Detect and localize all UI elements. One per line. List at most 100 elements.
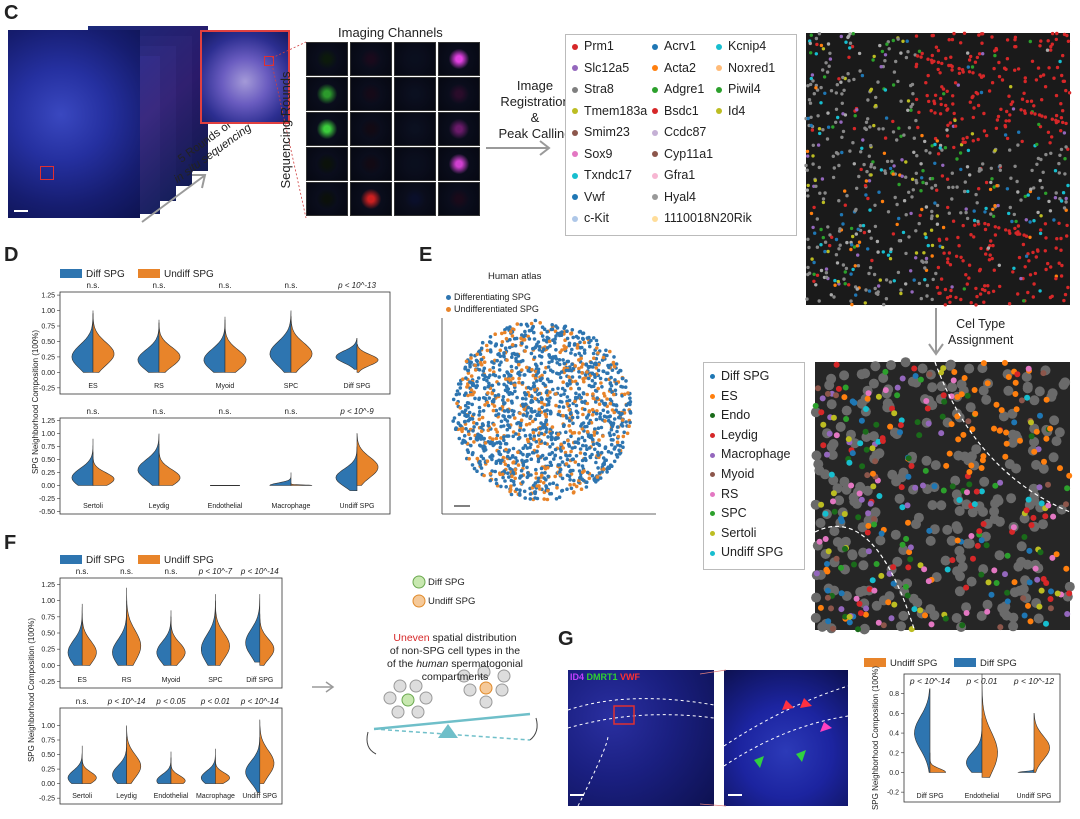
atlas-cell-point xyxy=(543,471,547,475)
atlas-cell-point xyxy=(562,423,566,427)
transcript-spot xyxy=(857,174,861,179)
atlas-cell-point xyxy=(608,463,613,467)
atlas-cell-point xyxy=(623,385,628,389)
violin-diff-half xyxy=(966,718,983,773)
atlas-cell-point xyxy=(509,364,514,369)
nucleus xyxy=(871,600,882,611)
atlas-cell-point xyxy=(561,446,565,450)
cell-dot xyxy=(891,410,898,417)
transcript-spot xyxy=(871,58,875,62)
panel-label-f: F xyxy=(4,532,17,554)
celltype-legend-item: SPC xyxy=(710,506,747,520)
transcript-spot xyxy=(842,88,846,92)
transcript-spot xyxy=(848,41,853,45)
legend-swatch-undiff xyxy=(138,555,160,564)
transcript-spot xyxy=(826,249,830,254)
cell-dot xyxy=(920,482,926,489)
transcript-spot xyxy=(1043,115,1048,119)
transcript-spot xyxy=(951,185,955,189)
atlas-cell-point xyxy=(488,373,492,378)
cell-dot xyxy=(925,420,932,427)
atlas-cell-point xyxy=(481,456,486,461)
transcript-spot xyxy=(1052,218,1056,222)
transcript-spot xyxy=(919,296,923,301)
transcript-spot xyxy=(969,301,973,305)
transcript-spot xyxy=(809,211,814,216)
transcript-spot xyxy=(1028,235,1032,239)
atlas-cell-point xyxy=(577,375,582,379)
transcript-spot xyxy=(812,260,816,265)
transcript-spot xyxy=(1034,255,1038,259)
transcript-spot xyxy=(916,125,920,130)
atlas-cell-point xyxy=(560,400,564,404)
transcript-spot xyxy=(915,54,920,58)
atlas-cell-point xyxy=(506,434,511,438)
transcript-spot xyxy=(1050,135,1054,139)
transcript-spot xyxy=(1061,120,1065,125)
atlas-cell-point xyxy=(488,348,493,352)
transcript-spot xyxy=(825,137,830,141)
atlas-cell-point xyxy=(534,428,538,432)
transcript-spot xyxy=(926,57,930,61)
celltype-color-dot xyxy=(710,433,715,438)
transcript-spot xyxy=(909,108,913,112)
atlas-cell-point xyxy=(504,485,508,489)
transcript-spot xyxy=(872,166,877,170)
transcript-spot xyxy=(1036,210,1040,215)
atlas-cell-point xyxy=(589,360,593,365)
atlas-cell-point xyxy=(574,484,579,489)
atlas-cell-point xyxy=(475,352,479,357)
transcript-spot xyxy=(896,37,900,41)
gene-color-dot xyxy=(652,172,658,179)
transcript-spot xyxy=(969,233,973,237)
atlas-cell-point xyxy=(553,447,558,452)
cell-dot xyxy=(865,390,872,397)
transcript-spot xyxy=(873,286,877,291)
atlas-cell-point xyxy=(608,397,613,402)
atlas-cell-point xyxy=(605,470,609,474)
atlas-cell-point xyxy=(522,489,527,494)
transcript-spot xyxy=(1013,68,1017,72)
nucleus xyxy=(994,550,1005,561)
atlas-cell-point xyxy=(493,469,497,474)
cell-dot xyxy=(889,405,895,412)
transcript-spot xyxy=(819,227,823,232)
gene-color-dot xyxy=(572,108,578,115)
atlas-cell-point xyxy=(594,366,599,370)
transcript-spot xyxy=(930,254,934,258)
atlas-cell-point xyxy=(539,331,544,335)
cell-dot xyxy=(1053,551,1060,558)
atlas-cell-point xyxy=(511,413,515,417)
cell-dot xyxy=(880,622,887,629)
atlas-cell-point xyxy=(485,459,490,463)
cell-dot xyxy=(926,527,933,534)
atlas-cell-point xyxy=(533,496,537,500)
atlas-cell-point xyxy=(525,324,530,328)
atlas-cell-point xyxy=(497,440,502,444)
atlas-cell-point xyxy=(581,412,585,417)
transcript-spot xyxy=(1057,221,1061,225)
violin-diff-half xyxy=(335,338,358,370)
transcript-spot xyxy=(857,51,862,56)
atlas-cell-point xyxy=(591,437,595,442)
transcript-spot xyxy=(841,129,846,134)
transcript-spot xyxy=(881,250,885,254)
transcript-spot xyxy=(897,239,902,243)
atlas-cell-point xyxy=(518,476,522,480)
cell-dot xyxy=(983,542,990,549)
cell-dot xyxy=(1010,524,1017,531)
axes-frame xyxy=(59,417,391,515)
cell-dot xyxy=(931,483,938,490)
transcript-spot xyxy=(939,102,943,107)
violin-undiff-half xyxy=(929,752,947,773)
ytick-label: -0.50 xyxy=(39,509,55,516)
transcript-spot xyxy=(834,237,839,242)
atlas-cell-point xyxy=(567,419,572,423)
atlas-cell-point xyxy=(563,338,567,342)
transcript-spot xyxy=(953,81,958,85)
atlas-cell-point xyxy=(500,458,504,463)
atlas-cell-point xyxy=(559,442,563,447)
transcript-spot xyxy=(1036,156,1041,161)
cell-dot xyxy=(1020,595,1027,602)
nucleus xyxy=(889,427,900,438)
